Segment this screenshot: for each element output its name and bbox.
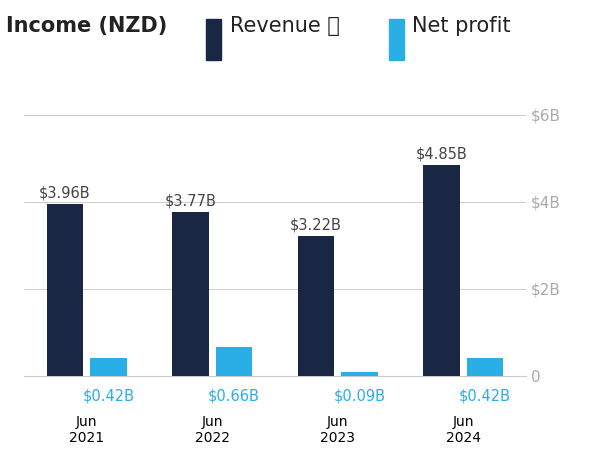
Bar (389, 19, 404, 60)
Bar (467, 358, 504, 376)
Bar (341, 372, 378, 376)
Bar (172, 212, 209, 376)
Text: $3.22B: $3.22B (290, 218, 342, 233)
Text: $0.42B: $0.42B (83, 388, 135, 403)
Text: $3.77B: $3.77B (164, 194, 216, 209)
Bar (423, 165, 460, 376)
Text: $0.09B: $0.09B (334, 388, 386, 403)
Bar (90, 358, 127, 376)
Text: $4.85B: $4.85B (416, 147, 468, 162)
Text: Income (NZD): Income (NZD) (6, 16, 167, 36)
Bar (47, 204, 83, 376)
Bar (206, 19, 221, 60)
Text: Net profit: Net profit (413, 16, 511, 36)
Bar (298, 236, 334, 376)
Bar (216, 347, 252, 376)
Text: $0.66B: $0.66B (208, 388, 260, 403)
Text: $3.96B: $3.96B (39, 186, 91, 201)
Text: Revenue ⓘ: Revenue ⓘ (230, 16, 340, 36)
Text: $0.42B: $0.42B (459, 388, 511, 403)
